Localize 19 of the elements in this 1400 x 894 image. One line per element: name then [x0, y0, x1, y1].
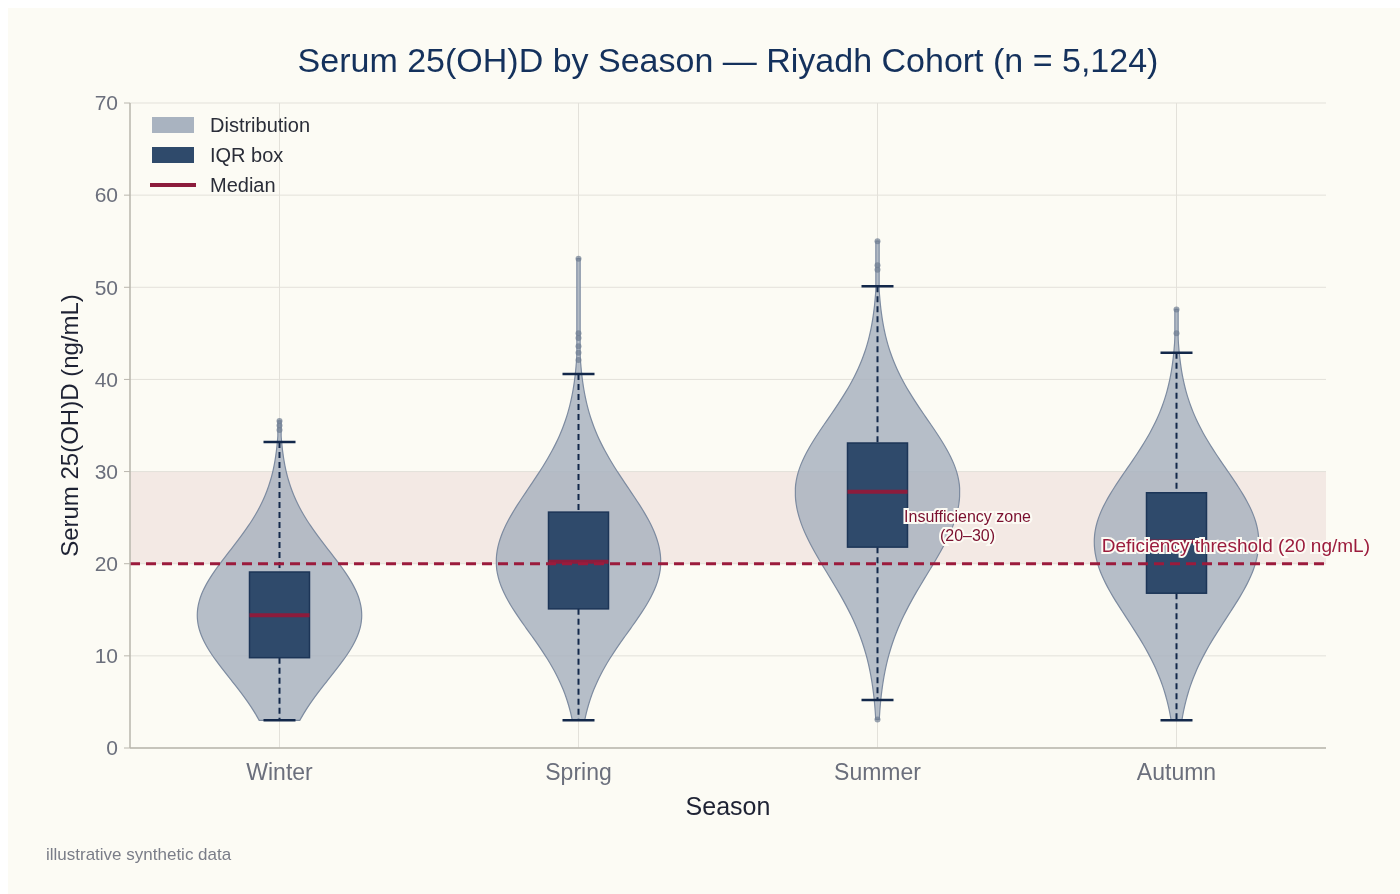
y-tick-label: 0 [106, 736, 118, 760]
annotation: Distribution [210, 114, 311, 136]
annotation: Median [210, 174, 276, 196]
x-tick-label: Winter [246, 759, 314, 785]
y-tick-label: 40 [94, 367, 118, 391]
y-tick-label: 70 [94, 91, 118, 115]
y-tick-label: 50 [94, 275, 118, 299]
chart-title: Serum 25(OH)D by Season — Riyadh Cohort (n = 5,124) [297, 41, 1159, 79]
y-tick-label: 60 [94, 183, 118, 207]
y-tick-label: 10 [94, 644, 118, 668]
text: illustrative synthetic data [46, 845, 232, 864]
y-axis-title: Serum 25(OH)D (ng/mL) [56, 294, 83, 557]
x-axis-title: Season [685, 792, 771, 820]
x-tick-label: Spring [545, 759, 612, 785]
x-tick-label: Summer [834, 759, 922, 785]
x-tick-label: Autumn [1136, 759, 1217, 785]
y-tick-label: 30 [94, 459, 118, 483]
annotation: IQR box [210, 144, 284, 166]
y-tick-label: 20 [94, 552, 118, 576]
